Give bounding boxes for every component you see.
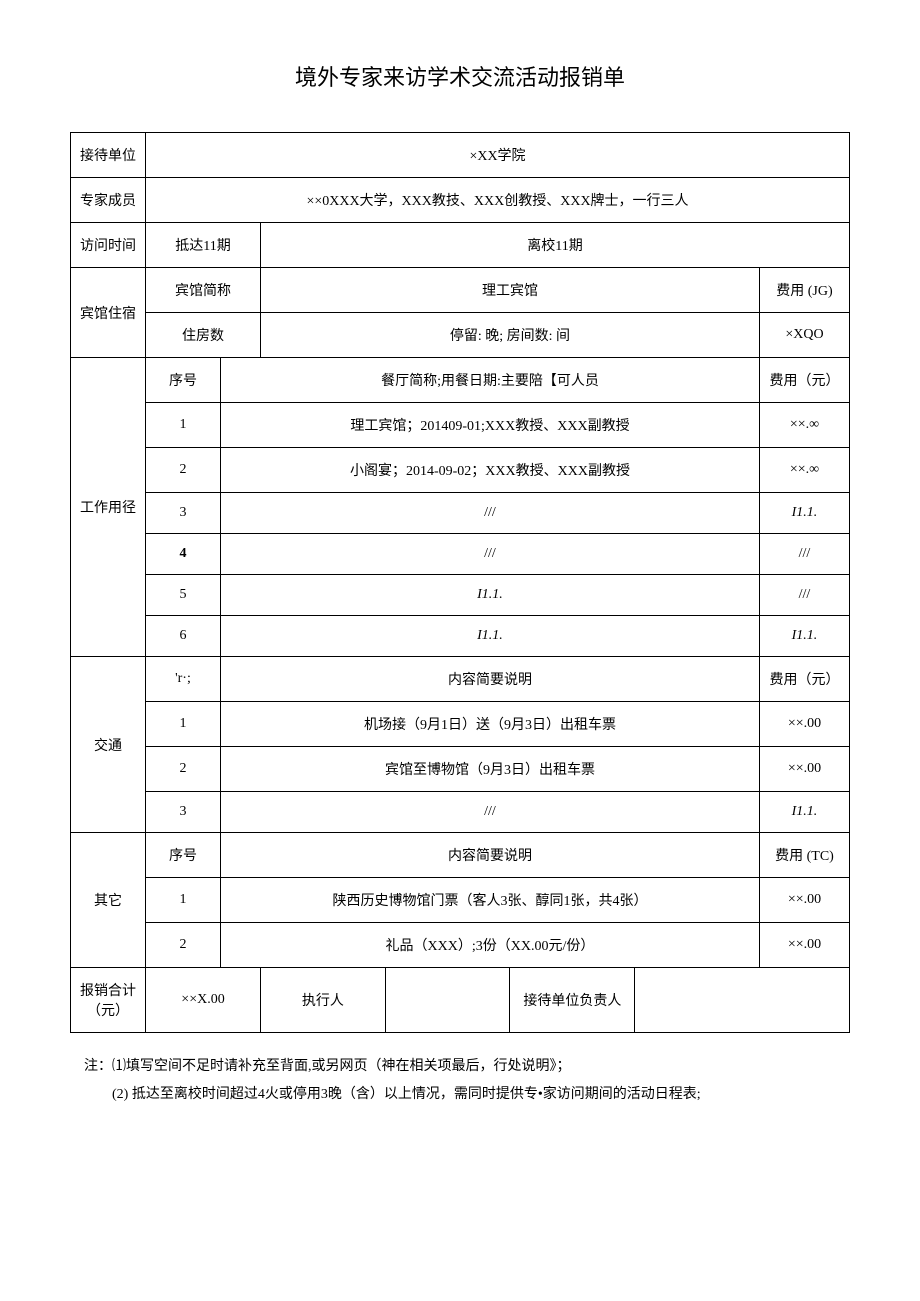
hotel-rooms-label: 住房数 <box>146 313 261 358</box>
meals-seq: 4 <box>146 534 221 575</box>
other-cost: ××.00 <box>759 923 849 968</box>
row-other-2: 2 礼品（XXX）;3份（XX.00元/份） ××.00 <box>71 923 850 968</box>
transport-seq: 1 <box>146 702 221 747</box>
hotel-label: 宾馆住宿 <box>71 268 146 358</box>
other-cost-label: 费用 (TC) <box>759 833 849 878</box>
notes-section: 注：⑴填写空间不足时请补充至背面,或另网页（神在相关项最后，行处说明》； (2)… <box>70 1053 850 1109</box>
leader-value <box>635 968 850 1033</box>
meals-seq: 2 <box>146 448 221 493</box>
meals-cost: ××.∞ <box>759 448 849 493</box>
row-meals-1: 1 理工宾馆；201409-01;XXX教授、XXX副教授 ××.∞ <box>71 403 850 448</box>
meals-cost: /// <box>759 575 849 616</box>
meals-desc: /// <box>221 534 760 575</box>
meals-cost: /// <box>759 534 849 575</box>
meals-cost: I1.1. <box>759 616 849 657</box>
meals-desc: I1.1. <box>221 616 760 657</box>
row-hotel-rooms: 住房数 停留: 晚; 房间数: 间 ×XQO <box>71 313 850 358</box>
hotel-name-value: 理工宾馆 <box>261 268 760 313</box>
experts-value: ××0XXX大学，XXX教技、XXX创教授、XXX牌士，一行三人 <box>146 178 850 223</box>
row-transport-1: 1 机场接（9月1日）送（9月3日）出租车票 ××.00 <box>71 702 850 747</box>
total-amount: ××X.00 <box>146 968 261 1033</box>
arrive-label: 抵达11期 <box>146 223 261 268</box>
meals-seq: 3 <box>146 493 221 534</box>
row-meals-6: 6 I1.1. I1.1. <box>71 616 850 657</box>
row-meals-2: 2 小阁宴；2014-09-02；XXX教授、XXX副教授 ××.∞ <box>71 448 850 493</box>
row-host-unit: 接待单位 ×XX学院 <box>71 133 850 178</box>
transport-seq: 2 <box>146 747 221 792</box>
transport-desc: 宾馆至博物馆（9月3日）出租车票 <box>221 747 760 792</box>
meals-desc: 理工宾馆；201409-01;XXX教授、XXX副教授 <box>221 403 760 448</box>
executor-label: 执行人 <box>261 968 386 1033</box>
row-meals-3: 3 /// I1.1. <box>71 493 850 534</box>
executor-value <box>385 968 510 1033</box>
other-desc: 礼品（XXX）;3份（XX.00元/份） <box>221 923 760 968</box>
other-cost: ××.00 <box>759 878 849 923</box>
row-meals-5: 5 I1.1. /// <box>71 575 850 616</box>
reimbursement-table: 接待单位 ×XX学院 专家成员 ××0XXX大学，XXX教技、XXX创教授、XX… <box>70 132 850 1033</box>
host-unit-label: 接待单位 <box>71 133 146 178</box>
other-desc: 陕西历史博物馆门票（客人3张、醇同1张，共4张） <box>221 878 760 923</box>
experts-label: 专家成员 <box>71 178 146 223</box>
transport-cost-label: 费用（元） <box>759 657 849 702</box>
meals-cost: I1.1. <box>759 493 849 534</box>
row-other-1: 1 陕西历史博物馆门票（客人3张、醇同1张，共4张） ××.00 <box>71 878 850 923</box>
transport-desc-label: 内容简要说明 <box>221 657 760 702</box>
transport-desc: 机场接（9月1日）送（9月3日）出租车票 <box>221 702 760 747</box>
hotel-cost-value: ×XQO <box>759 313 849 358</box>
other-seq-label: 序号 <box>146 833 221 878</box>
meals-desc: /// <box>221 493 760 534</box>
transport-cost: ××.00 <box>759 702 849 747</box>
transport-desc: /// <box>221 792 760 833</box>
meals-seq: 6 <box>146 616 221 657</box>
other-seq: 2 <box>146 923 221 968</box>
transport-label: 交通 <box>71 657 146 833</box>
row-visit-time: 访问时间 抵达11期 离校11期 <box>71 223 850 268</box>
transport-seq-label: 'r·; <box>146 657 221 702</box>
row-transport-header: 交通 'r·; 内容简要说明 费用（元） <box>71 657 850 702</box>
note-2: (2) 抵达至离校时间超过4火或停用3晚（含）以上情况，需同时提供专•家访问期间… <box>70 1081 850 1109</box>
hotel-name-label: 宾馆简称 <box>146 268 261 313</box>
row-transport-3: 3 /// I1.1. <box>71 792 850 833</box>
other-label: 其它 <box>71 833 146 968</box>
meals-label: 工作用径 <box>71 358 146 657</box>
row-total: 报销合计（元） ××X.00 执行人 接待单位负责人 <box>71 968 850 1033</box>
transport-seq: 3 <box>146 792 221 833</box>
note-1: 注：⑴填写空间不足时请补充至背面,或另网页（神在相关项最后，行处说明》； <box>70 1053 850 1081</box>
leader-label: 接待单位负责人 <box>510 968 635 1033</box>
other-desc-label: 内容简要说明 <box>221 833 760 878</box>
meals-seq: 5 <box>146 575 221 616</box>
meals-cost-label: 费用（元） <box>759 358 849 403</box>
meals-cost: ××.∞ <box>759 403 849 448</box>
host-unit-value: ×XX学院 <box>146 133 850 178</box>
meals-desc-label: 餐厅简称;用餐日期:主要陪【可人员 <box>221 358 760 403</box>
depart-label: 离校11期 <box>261 223 850 268</box>
other-seq: 1 <box>146 878 221 923</box>
total-label: 报销合计（元） <box>71 968 146 1033</box>
row-transport-2: 2 宾馆至博物馆（9月3日）出租车票 ××.00 <box>71 747 850 792</box>
row-experts: 专家成员 ××0XXX大学，XXX教技、XXX创教授、XXX牌士，一行三人 <box>71 178 850 223</box>
meals-desc: 小阁宴；2014-09-02；XXX教授、XXX副教授 <box>221 448 760 493</box>
transport-cost: I1.1. <box>759 792 849 833</box>
meals-seq-label: 序号 <box>146 358 221 403</box>
visit-time-label: 访问时间 <box>71 223 146 268</box>
hotel-rooms-value: 停留: 晚; 房间数: 间 <box>261 313 760 358</box>
row-other-header: 其它 序号 内容简要说明 费用 (TC) <box>71 833 850 878</box>
row-meals-4: 4 /// /// <box>71 534 850 575</box>
hotel-cost-label: 费用 (JG) <box>759 268 849 313</box>
row-meals-header: 工作用径 序号 餐厅简称;用餐日期:主要陪【可人员 费用（元） <box>71 358 850 403</box>
meals-seq: 1 <box>146 403 221 448</box>
row-hotel-name: 宾馆住宿 宾馆简称 理工宾馆 费用 (JG) <box>71 268 850 313</box>
meals-desc: I1.1. <box>221 575 760 616</box>
page-title: 境外专家来访学术交流活动报销单 <box>70 60 850 92</box>
transport-cost: ××.00 <box>759 747 849 792</box>
